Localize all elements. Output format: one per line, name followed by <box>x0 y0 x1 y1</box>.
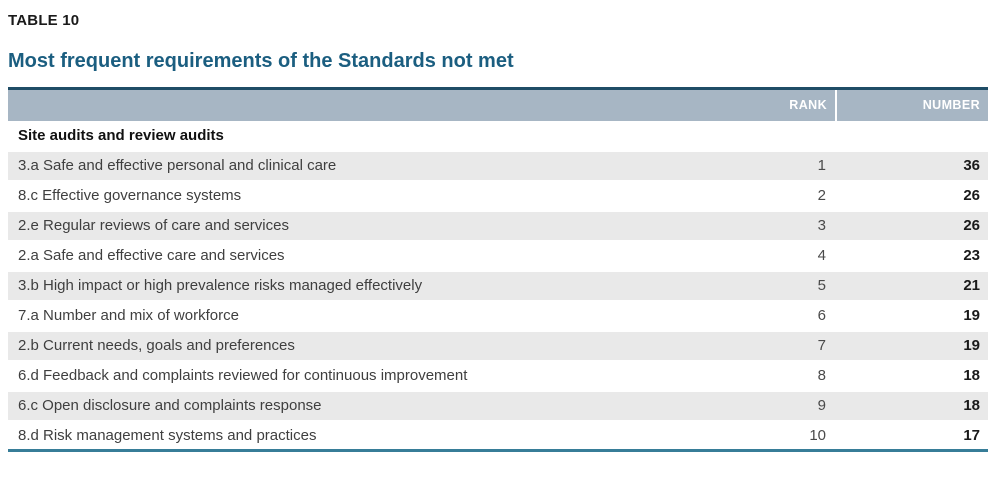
requirement-cell: 8.d Risk management systems and practice… <box>18 426 317 444</box>
requirement-cell: 2.e Regular reviews of care and services <box>8 210 701 242</box>
table-row: 2.a Safe and effective care and services… <box>8 240 988 272</box>
table-body: Site audits and review audits 3.a Safe a… <box>8 120 988 451</box>
rank-cell: 4 <box>701 240 836 272</box>
requirement-cell: 7.a Number and mix of workforce <box>8 300 701 332</box>
rank-cell: 7 <box>701 330 836 362</box>
requirement-cell: 6.c Open disclosure and complaints respo… <box>8 390 701 422</box>
table-row: 6.d Feedback and complaints reviewed for… <box>8 360 988 392</box>
rank-cell: 3 <box>701 210 836 242</box>
table-block: TABLE 10 Most frequent requirements of t… <box>8 0 988 452</box>
number-cell: 26 <box>836 180 988 212</box>
requirement-cell: 2.a Safe and effective care and services <box>8 240 701 272</box>
table-label: TABLE 10 <box>8 12 80 29</box>
column-header-rank: RANK <box>701 88 836 121</box>
column-header-requirement <box>8 88 701 121</box>
number-cell: 18 <box>836 390 988 422</box>
requirement-cell: 8.c Effective governance systems <box>8 180 701 212</box>
number-cell: 36 <box>836 150 988 182</box>
table-row: 2.e Regular reviews of care and services… <box>8 210 988 242</box>
table-row: 7.a Number and mix of workforce 6 19 <box>8 300 988 332</box>
section-header-row: Site audits and review audits <box>8 120 988 152</box>
rank-cell: 1 <box>701 150 836 182</box>
number-cell: 23 <box>836 240 988 272</box>
table-row: 6.c Open disclosure and complaints respo… <box>8 390 988 422</box>
number-cell: 17 <box>963 426 980 444</box>
number-cell: 26 <box>836 210 988 242</box>
requirement-cell: 6.d Feedback and complaints reviewed for… <box>8 360 701 392</box>
rank-cell: 5 <box>701 270 836 302</box>
rank-cell: 10 <box>809 426 826 444</box>
section-header: Site audits and review audits <box>8 120 988 152</box>
table-row: 2.b Current needs, goals and preferences… <box>8 330 988 362</box>
rank-cell: 8 <box>701 360 836 392</box>
rank-cell: 2 <box>701 180 836 212</box>
table-title: Most frequent requirements of the Standa… <box>8 50 514 72</box>
column-header-number: NUMBER <box>835 88 988 121</box>
rank-cell: 6 <box>701 300 836 332</box>
rank-cell: 9 <box>701 390 836 422</box>
requirement-cell: 2.b Current needs, goals and preferences <box>8 330 701 362</box>
table-header: RANK NUMBER <box>8 88 988 121</box>
table-row: 8.d Risk management systems and practice… <box>8 421 988 451</box>
header-row: RANK NUMBER <box>8 88 988 121</box>
number-cell: 18 <box>836 360 988 392</box>
number-cell: 19 <box>836 330 988 362</box>
table-row: 3.b High impact or high prevalence risks… <box>8 270 988 302</box>
requirement-cell: 3.a Safe and effective personal and clin… <box>8 150 701 182</box>
table-row: 8.c Effective governance systems 2 26 <box>8 180 988 212</box>
number-cell: 21 <box>836 270 988 302</box>
requirement-cell: 3.b High impact or high prevalence risks… <box>8 270 701 302</box>
table-row: 3.a Safe and effective personal and clin… <box>8 150 988 182</box>
requirements-table: RANK NUMBER Site audits and review audit… <box>8 87 988 452</box>
number-cell: 19 <box>836 300 988 332</box>
